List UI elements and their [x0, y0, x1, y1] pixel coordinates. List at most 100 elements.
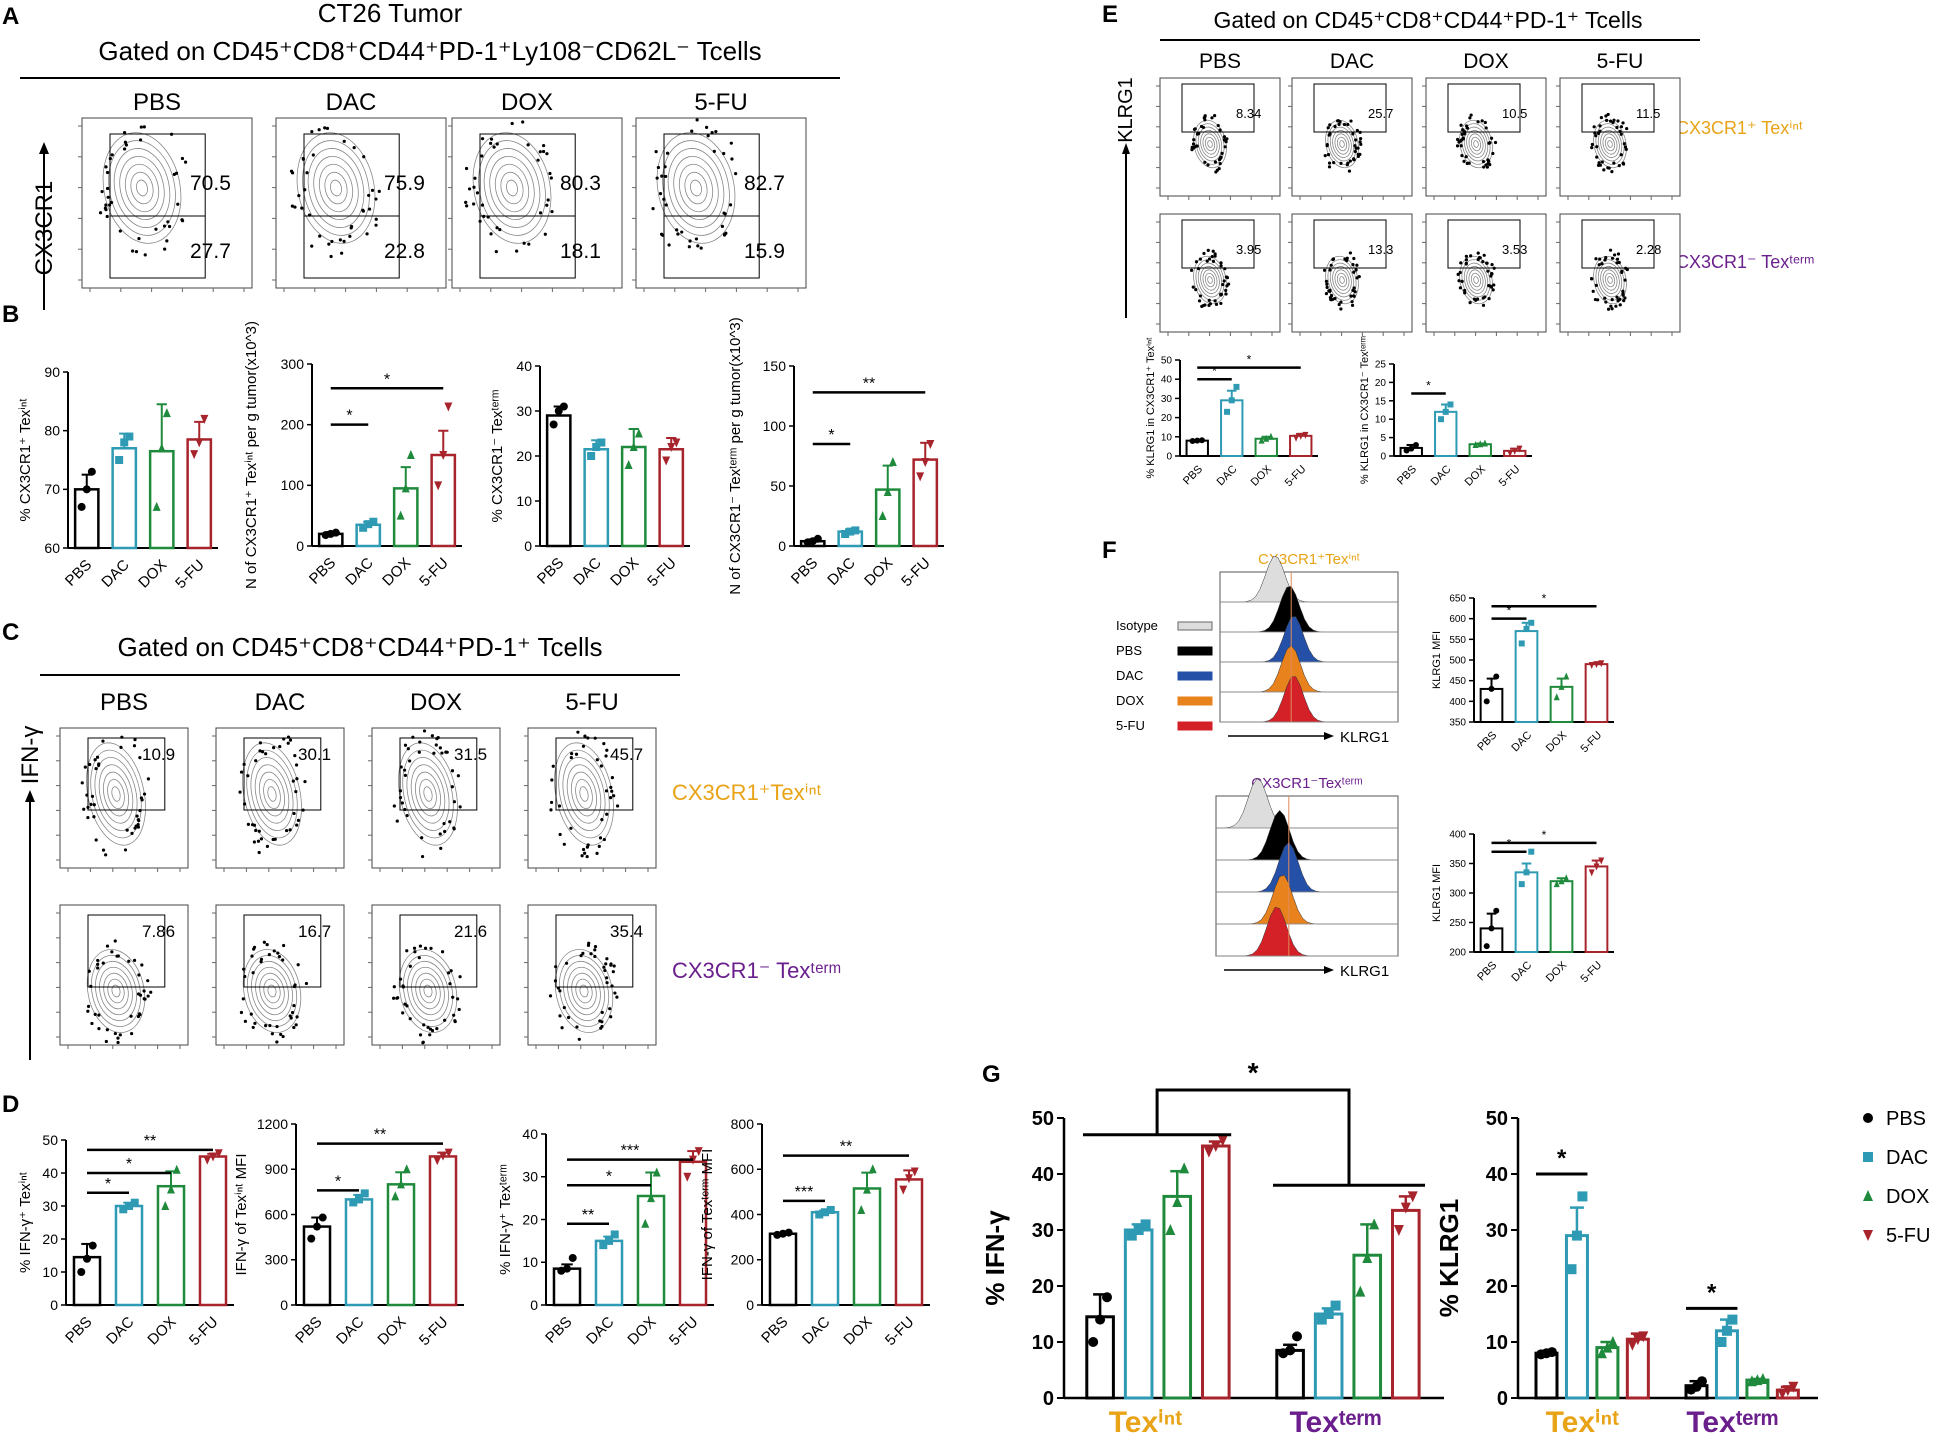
event-dot	[413, 950, 417, 954]
data-point	[1408, 445, 1415, 452]
event-dot	[1464, 155, 1468, 159]
event-dot	[1332, 161, 1336, 165]
event-dot	[579, 954, 583, 958]
data-point	[1330, 1300, 1341, 1311]
contour-line	[398, 949, 458, 1033]
data-point	[125, 432, 134, 441]
event-dot	[1623, 145, 1628, 149]
y-axis-label: % KLRG1 in CX3CR1⁺ Texⁱⁿᵗ	[1145, 337, 1157, 479]
y-tick-label: 30	[1161, 394, 1173, 405]
event-dot	[294, 789, 298, 794]
event-dot	[1456, 137, 1460, 142]
data-point	[214, 1149, 223, 1159]
event-dot	[489, 137, 494, 141]
data-point	[1133, 1225, 1144, 1235]
data-point	[857, 1204, 866, 1214]
x-axis-arrowhead	[1324, 732, 1334, 740]
data-point	[1716, 1337, 1727, 1347]
x-category-label: DOX	[624, 1313, 659, 1348]
event-dot	[1469, 113, 1473, 117]
x-category-label: DOX	[1463, 463, 1489, 489]
gate-percent-bottom: 18.1	[560, 240, 601, 263]
event-dot	[600, 818, 604, 822]
data-point	[559, 402, 568, 411]
event-dot	[365, 232, 369, 236]
event-dot	[593, 948, 597, 952]
x-category-label: DAC	[98, 556, 133, 591]
data-point	[694, 1147, 703, 1157]
event-dot	[1606, 307, 1611, 311]
bar-5-fu	[1391, 1208, 1421, 1400]
event-dot	[289, 169, 294, 173]
data-point	[313, 1222, 321, 1231]
data-point	[563, 1264, 571, 1273]
panel-e-flow-plots: PBS 8.34 3.95 DAC 25.7 13.3 DOX 10.5 3.53 5-FU 11.…	[1156, 50, 1681, 336]
data-point	[1400, 1202, 1411, 1214]
data-point	[195, 438, 204, 448]
event-dot	[593, 954, 597, 959]
panel-e-letter: E	[1102, 1, 1118, 28]
gate-box	[1581, 219, 1655, 269]
event-dot	[96, 966, 100, 970]
event-dot	[1203, 114, 1207, 118]
data-point	[1553, 880, 1560, 888]
event-dot	[438, 832, 442, 836]
data-point	[1696, 1376, 1707, 1387]
event-dot	[680, 230, 684, 234]
data-point	[597, 438, 606, 447]
bar-pbs	[1085, 1315, 1115, 1400]
event-dot	[405, 949, 409, 953]
event-dot	[166, 220, 170, 224]
event-dot	[97, 1027, 101, 1031]
event-dot	[1354, 268, 1358, 272]
data-point	[926, 440, 935, 449]
gate-percent-bottom: 15.9	[744, 240, 785, 263]
event-dot	[180, 156, 185, 161]
contour-line	[90, 955, 142, 1027]
contour-line	[1466, 266, 1486, 294]
event-dot	[239, 1010, 244, 1015]
data-point	[161, 1201, 170, 1210]
x-category-label: 5-FU	[898, 554, 934, 590]
event-dot	[94, 766, 98, 771]
event-dot	[367, 207, 372, 211]
event-dot	[1612, 118, 1616, 122]
event-dot	[138, 138, 143, 142]
bar-5-fu	[1625, 1337, 1650, 1400]
gate-percent: 16.7	[298, 922, 331, 941]
event-dot	[1333, 296, 1337, 301]
data-point	[1553, 693, 1560, 701]
y-tick-label: 800	[731, 1116, 755, 1132]
event-dot	[1325, 143, 1329, 148]
data-point	[641, 1218, 650, 1228]
y-tick-label: 250	[1449, 918, 1466, 929]
histogram-legend-label: 5-FU	[1116, 718, 1145, 733]
event-dot	[122, 130, 127, 135]
event-dot	[1352, 286, 1356, 290]
data-point	[1588, 869, 1595, 877]
gate-percent: 3.53	[1502, 242, 1527, 257]
event-dot	[405, 813, 409, 818]
event-dot	[1353, 149, 1357, 154]
event-dot	[98, 211, 103, 215]
event-dot	[1226, 282, 1231, 286]
x-category-label: PBS	[62, 1313, 95, 1346]
data-point	[1518, 881, 1525, 888]
gate-percent: 45.7	[610, 745, 643, 764]
event-dot	[104, 165, 108, 169]
data-point	[1488, 925, 1495, 932]
significance-label: *	[1542, 591, 1547, 605]
y-tick-label: 300	[281, 356, 305, 372]
flow-plot-title: DOX	[1463, 50, 1509, 73]
event-dot	[417, 750, 421, 754]
event-dot	[95, 755, 100, 759]
event-dot	[82, 807, 86, 811]
event-dot	[174, 171, 179, 175]
data-point	[1598, 660, 1605, 668]
event-dot	[526, 143, 530, 147]
event-dot	[137, 973, 141, 977]
y-tick-label: 200	[281, 417, 305, 433]
contour-line	[102, 771, 130, 817]
event-dot	[1604, 114, 1608, 118]
histogram-legend-swatch	[1177, 721, 1213, 731]
